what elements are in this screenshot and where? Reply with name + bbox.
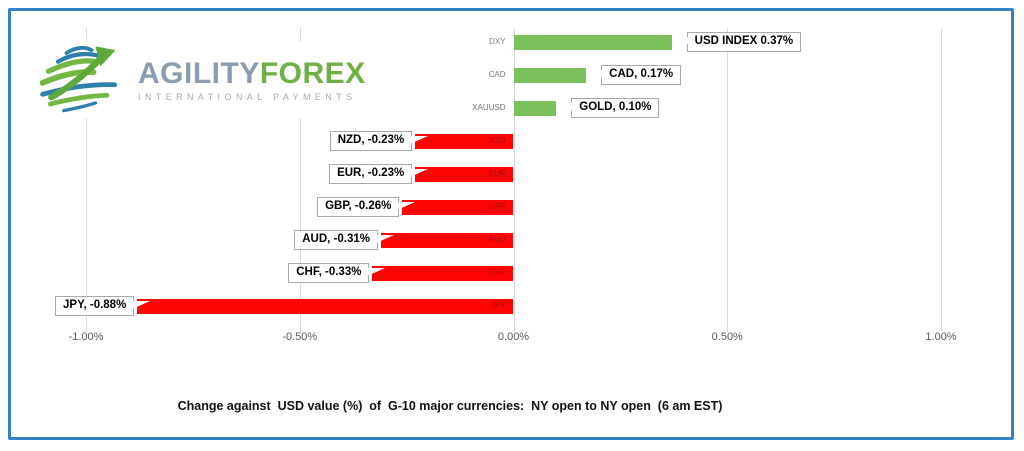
data-label-callout: CHF, -0.33% (288, 263, 386, 283)
x-axis-tick-label: -0.50% (282, 331, 318, 343)
gridline (86, 28, 87, 332)
x-axis-tick-label: 0.50% (711, 331, 743, 343)
callout-pointer (397, 202, 416, 210)
callout-pointer (132, 301, 151, 309)
x-axis-tick-label: 1.00% (925, 331, 957, 343)
bar-cad (513, 67, 587, 83)
callout-pointer (375, 235, 394, 243)
x-axis-tick-label: 0.00% (497, 331, 530, 343)
data-label-text: JPY, -0.88% (63, 299, 127, 311)
data-label-text: CAD, 0.17% (609, 68, 674, 80)
data-label-text: GBP, -0.26% (325, 200, 392, 212)
bar-xauusd (513, 100, 557, 116)
globe-arrow-icon (34, 41, 130, 120)
bar-nzd (415, 133, 514, 149)
chart-caption: Change against USD value (%) of G-10 maj… (177, 399, 723, 413)
bar-jpy (137, 298, 514, 314)
bar-category-label: EUR (488, 169, 506, 178)
callout-pointer (410, 169, 429, 177)
data-label-text: USD INDEX 0.37% (694, 35, 794, 47)
gridline (727, 28, 729, 332)
bar-chf (372, 265, 514, 281)
data-label-callout: GBP, -0.26% (317, 197, 416, 217)
bar-category-label: AUD (488, 235, 506, 244)
bar-category-label: JPY (490, 301, 506, 310)
gridline (941, 28, 942, 332)
data-label-callout: USD INDEX 0.37% (670, 32, 802, 52)
bar-category-label: GBP (488, 202, 506, 211)
data-label-text: AUD, -0.31% (302, 233, 370, 245)
logo: AGILITYFOREX INTERNATIONAL PAYMENTS (34, 41, 365, 120)
data-label-callout: AUD, -0.31% (294, 230, 394, 250)
data-label-text: NZD, -0.23% (337, 134, 405, 146)
data-label-callout: JPY, -0.88% (55, 296, 151, 316)
bar-category-label: NZD (489, 136, 506, 145)
brand-text: AGILITYFOREX INTERNATIONAL PAYMENTS (138, 56, 366, 102)
data-label-callout: GOLD, 0.10% (555, 98, 660, 118)
callout-pointer (410, 136, 429, 144)
data-label-text: GOLD, 0.10% (579, 101, 652, 113)
brand-primary: AGILITY (138, 56, 260, 90)
gridline (299, 28, 301, 332)
brand-tagline: INTERNATIONAL PAYMENTS (138, 91, 357, 102)
bar-category-label: XAUUSD (472, 103, 506, 112)
callout-pointer (670, 37, 689, 45)
data-label-text: EUR, -0.23% (337, 167, 405, 179)
data-label-callout: EUR, -0.23% (329, 164, 429, 184)
bar-category-label: CHF (489, 268, 506, 277)
callout-pointer (367, 268, 386, 276)
bar-category-label: CAD (488, 70, 506, 79)
x-axis-tick-label: -1.00% (68, 331, 104, 343)
data-label-callout: NZD, -0.23% (329, 131, 429, 151)
bar-gbp (402, 199, 514, 215)
gridline (513, 28, 515, 332)
data-label-text: CHF, -0.33% (296, 266, 362, 278)
bar-dxy (513, 34, 672, 50)
bar-aud (380, 232, 514, 248)
bar-category-label: DXY (489, 37, 506, 46)
callout-pointer (555, 103, 574, 111)
data-label-callout: CAD, 0.17% (585, 65, 682, 85)
brand-secondary: FOREX (259, 56, 366, 90)
callout-pointer (585, 70, 604, 78)
bar-eur (415, 166, 514, 182)
